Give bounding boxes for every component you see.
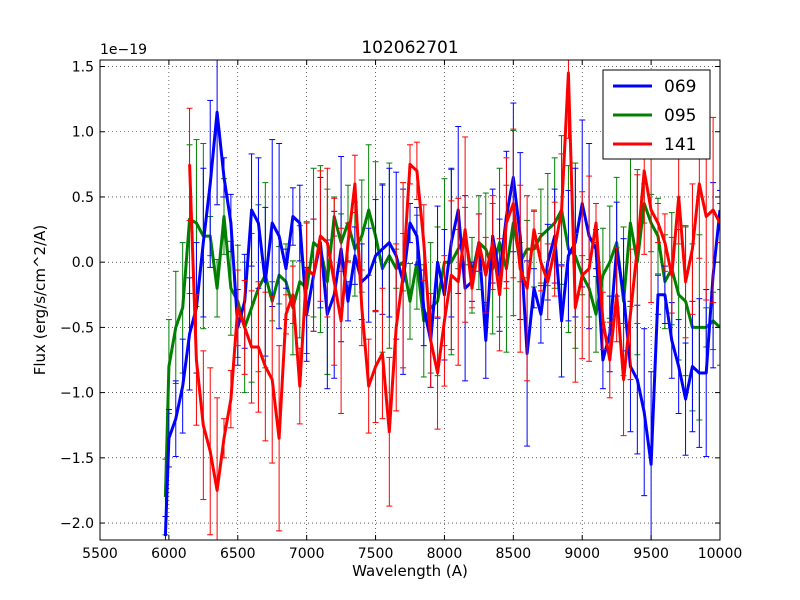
y-tick-label: 0.0 <box>72 255 94 271</box>
x-tick-label: 7500 <box>358 546 394 562</box>
y-tick-label: 1.0 <box>72 125 94 141</box>
y-tick-label: 1.5 <box>72 60 94 76</box>
legend-label-095: 095 <box>664 106 696 126</box>
y-axis-label: Flux (erg/s/cm^2/A) <box>31 225 49 376</box>
series-141 <box>186 60 720 540</box>
x-tick-label: 10000 <box>698 546 743 562</box>
x-tick-label: 5500 <box>82 546 118 562</box>
y-offset-label: 1e−19 <box>100 42 147 58</box>
x-tick-label: 9000 <box>564 546 600 562</box>
x-tick-label: 8500 <box>496 546 532 562</box>
chart-title: 102062701 <box>361 38 458 58</box>
y-tick-label: 0.5 <box>72 190 94 206</box>
x-tick-label: 9500 <box>633 546 669 562</box>
x-axis-label: Wavelength (A) <box>352 562 468 580</box>
y-tick-label: −2.0 <box>60 516 94 532</box>
y-tick-labels: −2.0 −1.5 −1.0 −0.5 0.0 0.5 1.0 1.5 <box>60 60 94 533</box>
y-tick-label: −1.5 <box>60 451 94 467</box>
x-tick-label: 6000 <box>151 546 187 562</box>
series-line-069 <box>163 110 720 537</box>
legend-label-141: 141 <box>664 135 696 155</box>
plot-frame <box>99 59 721 541</box>
legend-label-069: 069 <box>664 77 696 97</box>
x-tick-label: 8000 <box>427 546 463 562</box>
x-tick-label: 6500 <box>220 546 256 562</box>
series-line-141 <box>188 71 720 492</box>
x-tick-labels: 5500 6000 6500 7000 7500 8000 8500 9000 9500 1000… <box>82 546 742 562</box>
series-layer <box>162 60 720 540</box>
ticks <box>99 60 721 540</box>
y-tick-label: −1.0 <box>60 386 94 402</box>
y-tick-label: −0.5 <box>60 320 94 336</box>
x-tick-label: 7000 <box>289 546 325 562</box>
legend: 069 095 141 <box>602 69 711 160</box>
